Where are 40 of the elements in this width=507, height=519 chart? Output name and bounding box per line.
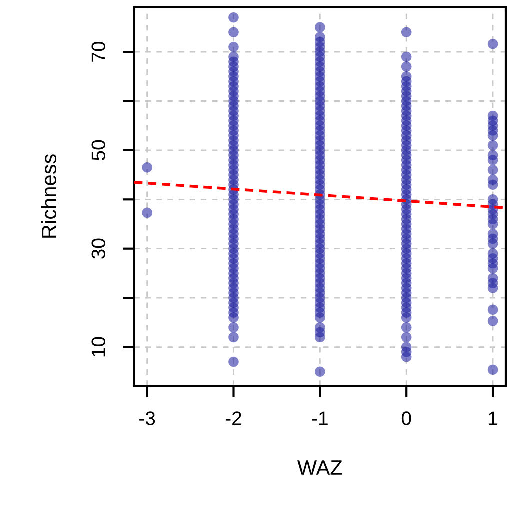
x-tick-label: -3 bbox=[140, 412, 156, 426]
point bbox=[488, 164, 498, 176]
point bbox=[228, 42, 239, 52]
point bbox=[488, 316, 498, 326]
x-tick-label: -2 bbox=[226, 412, 242, 426]
point bbox=[488, 219, 498, 230]
point bbox=[228, 27, 239, 38]
point bbox=[488, 283, 498, 294]
y-tick-label: 70 bbox=[92, 42, 106, 62]
point bbox=[401, 62, 412, 72]
y-tick-label: 10 bbox=[92, 337, 106, 357]
point bbox=[488, 180, 498, 190]
point bbox=[401, 352, 412, 362]
point bbox=[401, 322, 412, 333]
y-tick-label: 30 bbox=[92, 238, 106, 259]
point bbox=[488, 155, 498, 166]
x-tick-label: 0 bbox=[402, 412, 412, 426]
y-tick-label: 50 bbox=[92, 140, 106, 160]
point bbox=[228, 312, 239, 323]
x-tick-label: -1 bbox=[312, 412, 328, 426]
point bbox=[488, 130, 498, 141]
point bbox=[228, 332, 239, 343]
point bbox=[228, 356, 239, 368]
point bbox=[488, 39, 498, 50]
point bbox=[228, 12, 239, 23]
point bbox=[488, 263, 498, 274]
x-axis-title: WAZ bbox=[298, 460, 342, 475]
point bbox=[401, 332, 412, 343]
point bbox=[488, 140, 498, 151]
point bbox=[228, 322, 239, 333]
point bbox=[401, 27, 412, 38]
point bbox=[142, 208, 152, 218]
y-axis-title: Richness bbox=[41, 154, 57, 238]
point bbox=[401, 312, 412, 323]
point bbox=[488, 304, 498, 316]
x-tick-label: 1 bbox=[489, 412, 498, 426]
point bbox=[488, 238, 498, 250]
point bbox=[401, 52, 412, 62]
point bbox=[488, 364, 498, 376]
point bbox=[142, 162, 152, 173]
